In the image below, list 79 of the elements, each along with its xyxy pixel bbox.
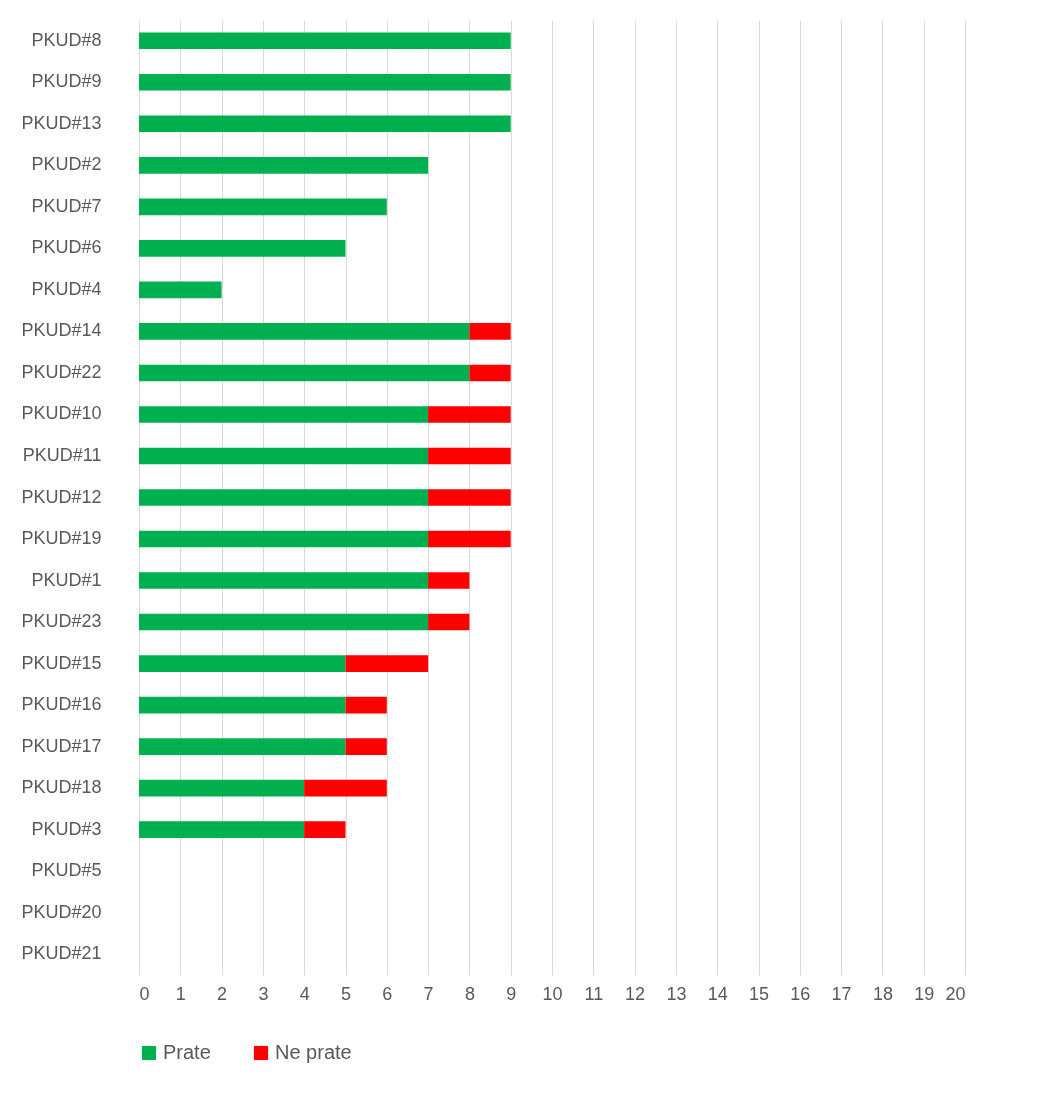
x-tick-label: 17 xyxy=(831,983,852,1004)
bar xyxy=(139,696,346,714)
x-tick-label: 11 xyxy=(584,983,604,1004)
y-tick-label: PKUD#19 xyxy=(21,528,102,549)
bar xyxy=(428,447,511,465)
y-tick-label: PKUD#16 xyxy=(21,694,102,715)
bar xyxy=(139,572,429,589)
bar xyxy=(139,655,346,672)
x-tick-label: 8 xyxy=(464,983,475,1004)
x-tick-label: 19 xyxy=(914,983,935,1004)
bar xyxy=(139,32,511,50)
bar xyxy=(139,489,429,506)
y-tick-label: PKUD#11 xyxy=(22,444,102,465)
bar xyxy=(139,738,346,755)
y-tick-label: PKUD#18 xyxy=(21,777,102,798)
bar xyxy=(139,364,470,382)
bar xyxy=(139,198,387,216)
bar xyxy=(139,613,429,631)
legend-label: Prate xyxy=(163,1041,211,1063)
x-tick-label: 1 xyxy=(175,983,186,1004)
bar xyxy=(139,530,429,548)
y-tick-label: PKUD#21 xyxy=(21,943,102,964)
bar xyxy=(469,323,511,340)
bar xyxy=(139,115,511,133)
bar xyxy=(304,821,346,838)
x-tick-label: 12 xyxy=(625,983,646,1004)
bar xyxy=(139,447,429,465)
y-tick-label: PKUD#22 xyxy=(21,361,102,382)
y-tick-label: PKUD#15 xyxy=(21,652,102,673)
y-tick-label: PKUD#2 xyxy=(31,154,102,175)
bar xyxy=(428,530,511,548)
bar xyxy=(469,364,511,382)
x-tick-label: 15 xyxy=(748,983,770,1004)
bar xyxy=(428,406,511,423)
bar xyxy=(139,406,429,423)
x-tick-label: 9 xyxy=(506,983,517,1004)
bar xyxy=(304,779,387,797)
y-tick-label: PKUD#5 xyxy=(31,860,102,881)
x-tick-label: 14 xyxy=(707,983,728,1004)
bar xyxy=(139,157,429,174)
bar xyxy=(428,613,470,631)
bar xyxy=(345,655,429,672)
x-tick-label: 3 xyxy=(258,983,269,1004)
y-tick-label: PKUD#3 xyxy=(31,818,102,839)
x-tick-label: 6 xyxy=(382,983,393,1004)
bar xyxy=(428,489,511,506)
y-tick-label: PKUD#17 xyxy=(21,735,102,756)
y-tick-label: PKUD#13 xyxy=(21,112,102,133)
y-tick-label: PKUD#7 xyxy=(31,195,102,216)
y-tick-label: PKUD#20 xyxy=(21,901,102,922)
y-tick-label: PKUD#12 xyxy=(21,486,102,507)
y-tick-label: PKUD#10 xyxy=(21,403,102,424)
x-tick-label: 10 xyxy=(542,983,563,1004)
y-tick-label: PKUD#4 xyxy=(31,278,102,299)
x-tick-label: 16 xyxy=(790,983,811,1004)
bar xyxy=(139,73,511,91)
bar xyxy=(139,323,470,340)
x-tick-label: 7 xyxy=(423,983,434,1004)
legend-label: Ne prate xyxy=(275,1041,352,1063)
bar xyxy=(139,240,346,257)
x-tick-label: 20 xyxy=(945,983,966,1004)
y-tick-label: PKUD#23 xyxy=(21,611,102,632)
bar xyxy=(139,821,305,838)
y-tick-label: PKUD#9 xyxy=(31,71,102,92)
y-tick-label: PKUD#8 xyxy=(31,29,102,50)
x-tick-label: 4 xyxy=(299,983,310,1004)
bar xyxy=(139,779,305,797)
bar xyxy=(139,281,222,299)
y-tick-label: PKUD#14 xyxy=(21,320,102,341)
x-tick-label: 2 xyxy=(217,983,228,1004)
bar xyxy=(345,738,387,755)
x-tick-label: 18 xyxy=(872,983,893,1004)
x-tick-label: 0 xyxy=(139,983,150,1004)
x-tick-label: 13 xyxy=(666,983,687,1004)
bar xyxy=(428,572,470,589)
bar xyxy=(345,696,387,714)
y-tick-label: PKUD#1 xyxy=(31,569,102,590)
x-tick-label: 5 xyxy=(340,983,352,1004)
y-tick-label: PKUD#6 xyxy=(31,237,102,258)
